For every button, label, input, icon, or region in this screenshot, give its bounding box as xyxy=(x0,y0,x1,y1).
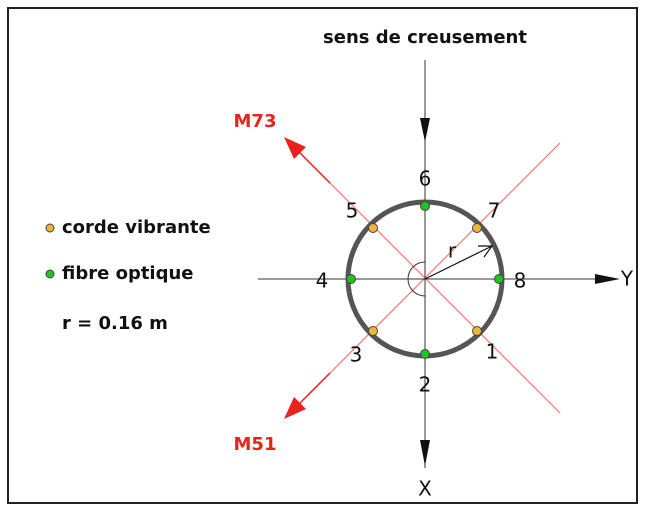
point-label: 8 xyxy=(514,269,527,293)
vibrating-sensor xyxy=(368,223,378,233)
x-axis-label: X xyxy=(418,477,432,501)
arrow xyxy=(420,118,430,142)
point-label: 4 xyxy=(316,269,329,293)
optical-sensor xyxy=(494,274,504,284)
vibrating-sensor xyxy=(368,326,378,336)
vibrating-sensor xyxy=(472,326,482,336)
point-label: 1 xyxy=(486,340,499,364)
radius-label: r xyxy=(448,239,457,263)
optical-sensor xyxy=(346,274,356,284)
direction-label: M51 xyxy=(234,434,277,455)
radius-arrowhead xyxy=(478,245,494,258)
frame xyxy=(7,7,638,504)
radius-line xyxy=(424,245,493,280)
legend-marker xyxy=(45,223,55,233)
vibrating-sensor xyxy=(472,223,482,233)
legend-text: fibre optique xyxy=(62,263,194,284)
legend-text: r = 0.16 m xyxy=(62,313,168,334)
point-label: 5 xyxy=(346,199,359,223)
point-label: 3 xyxy=(350,343,363,367)
point-label: 2 xyxy=(419,373,432,397)
y-axis-label: Y xyxy=(620,267,634,291)
point-label: 6 xyxy=(419,167,432,191)
arrow-shaft xyxy=(293,372,331,410)
point-label: 7 xyxy=(488,199,501,223)
angle-arc xyxy=(407,261,426,280)
optical-sensor xyxy=(420,201,430,211)
angle-arc xyxy=(407,278,426,297)
arrow xyxy=(595,274,620,284)
legend-marker xyxy=(45,269,55,279)
legend-text: corde vibrante xyxy=(62,217,211,238)
arrow xyxy=(420,440,430,466)
arrow-shaft xyxy=(293,146,331,184)
title: sens de creusement xyxy=(323,27,527,48)
optical-sensor xyxy=(420,349,430,359)
direction-label: M73 xyxy=(234,111,277,132)
